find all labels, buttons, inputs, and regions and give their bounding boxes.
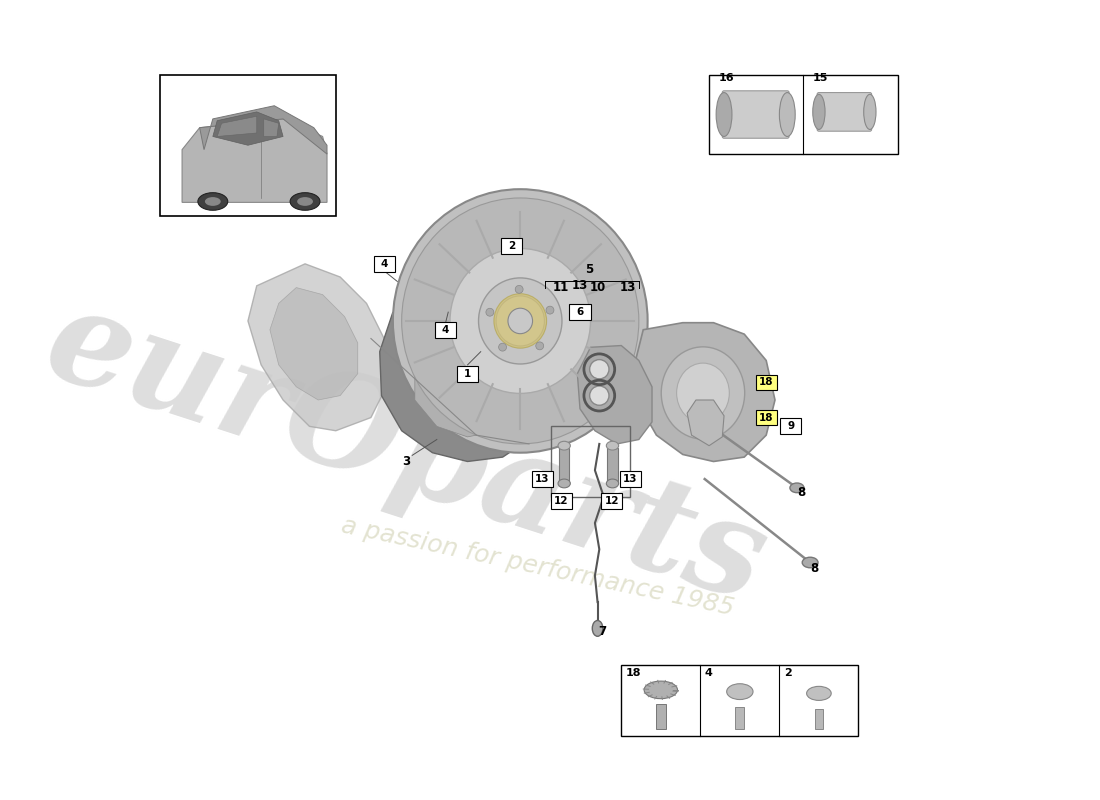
Text: 15: 15 [813, 73, 828, 83]
Text: 2: 2 [508, 242, 515, 251]
Ellipse shape [590, 359, 609, 379]
Ellipse shape [727, 684, 754, 699]
Ellipse shape [508, 308, 532, 334]
Ellipse shape [496, 296, 544, 346]
Polygon shape [199, 106, 327, 154]
Ellipse shape [558, 442, 570, 450]
Text: 10: 10 [590, 281, 606, 294]
Text: 16: 16 [718, 73, 735, 83]
Polygon shape [217, 116, 256, 137]
Ellipse shape [536, 342, 543, 350]
Ellipse shape [864, 94, 876, 130]
Ellipse shape [486, 308, 494, 316]
Bar [551, 426, 630, 497]
Text: 4: 4 [381, 259, 388, 269]
Ellipse shape [515, 286, 524, 294]
Ellipse shape [546, 306, 554, 314]
Ellipse shape [498, 343, 506, 351]
Bar [621, 666, 858, 735]
Ellipse shape [402, 198, 639, 444]
Ellipse shape [198, 193, 228, 210]
FancyBboxPatch shape [500, 238, 522, 254]
Text: a passion for performance 1985: a passion for performance 1985 [339, 514, 736, 620]
Polygon shape [264, 119, 278, 137]
Ellipse shape [606, 479, 618, 488]
Polygon shape [578, 346, 652, 444]
FancyBboxPatch shape [780, 418, 801, 434]
Bar [559, 448, 570, 483]
FancyBboxPatch shape [756, 410, 777, 426]
Ellipse shape [205, 197, 221, 206]
Ellipse shape [393, 189, 648, 453]
Ellipse shape [297, 197, 313, 206]
Text: 18: 18 [759, 413, 773, 422]
Ellipse shape [676, 363, 729, 423]
Text: 5: 5 [584, 263, 593, 277]
Text: 12: 12 [554, 496, 569, 506]
Polygon shape [379, 312, 542, 462]
Ellipse shape [558, 479, 570, 488]
FancyBboxPatch shape [551, 493, 572, 509]
Text: 3: 3 [402, 455, 410, 468]
FancyBboxPatch shape [619, 471, 640, 487]
Text: 13: 13 [620, 281, 637, 294]
Text: 8: 8 [798, 486, 805, 498]
Ellipse shape [290, 193, 320, 210]
Ellipse shape [450, 249, 591, 394]
Ellipse shape [592, 621, 603, 636]
Bar [814, 709, 823, 729]
Text: 11: 11 [552, 281, 569, 294]
Ellipse shape [494, 294, 547, 348]
Polygon shape [688, 400, 724, 446]
Bar [656, 704, 667, 729]
Polygon shape [212, 112, 283, 146]
Polygon shape [270, 287, 358, 400]
Text: 13: 13 [623, 474, 637, 484]
Bar [161, 75, 336, 215]
Bar [607, 448, 618, 483]
FancyBboxPatch shape [817, 93, 871, 131]
Ellipse shape [802, 558, 818, 568]
Ellipse shape [790, 483, 804, 493]
FancyBboxPatch shape [570, 304, 591, 320]
FancyBboxPatch shape [756, 374, 777, 390]
Polygon shape [415, 330, 516, 437]
Bar [710, 75, 898, 154]
Text: 18: 18 [759, 378, 773, 387]
Ellipse shape [590, 386, 609, 406]
Bar [736, 707, 745, 729]
Text: 8: 8 [811, 562, 818, 575]
Ellipse shape [813, 94, 825, 130]
Ellipse shape [478, 278, 562, 364]
Ellipse shape [780, 93, 795, 137]
Ellipse shape [645, 681, 678, 698]
Text: 12: 12 [604, 496, 619, 506]
Text: 2: 2 [784, 668, 792, 678]
FancyBboxPatch shape [723, 91, 789, 138]
Text: 13: 13 [572, 279, 588, 292]
Text: 13: 13 [535, 474, 550, 484]
Polygon shape [635, 322, 776, 462]
FancyBboxPatch shape [531, 471, 553, 487]
Text: 9: 9 [788, 422, 794, 431]
Ellipse shape [806, 686, 832, 701]
Text: 4: 4 [705, 668, 713, 678]
Polygon shape [248, 264, 388, 430]
Text: 18: 18 [626, 668, 641, 678]
Polygon shape [183, 119, 327, 202]
FancyBboxPatch shape [436, 322, 456, 338]
Ellipse shape [661, 347, 745, 439]
Text: eurOparts: eurOparts [31, 276, 781, 630]
FancyBboxPatch shape [601, 493, 623, 509]
FancyBboxPatch shape [374, 256, 395, 272]
Text: 4: 4 [442, 325, 449, 334]
Text: 6: 6 [576, 307, 584, 317]
Text: 7: 7 [598, 626, 606, 638]
Ellipse shape [716, 93, 732, 137]
Text: 1: 1 [464, 369, 471, 378]
Ellipse shape [606, 442, 618, 450]
FancyBboxPatch shape [456, 366, 478, 382]
